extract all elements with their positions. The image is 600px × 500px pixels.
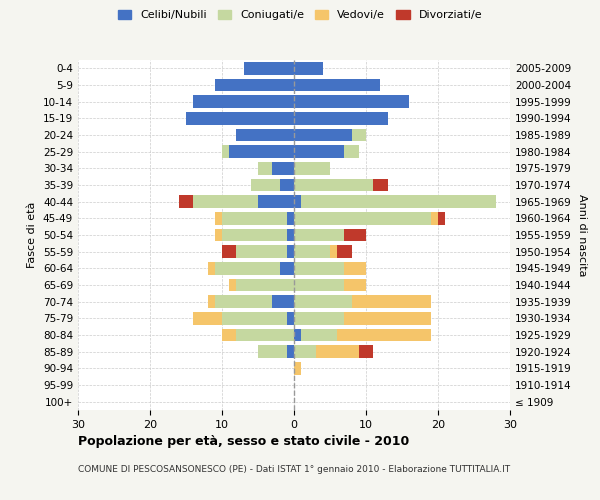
Bar bbox=[294, 312, 344, 324]
Bar bbox=[431, 212, 438, 224]
Bar bbox=[272, 162, 294, 174]
Bar bbox=[294, 262, 344, 274]
Bar bbox=[294, 179, 373, 192]
Bar bbox=[222, 312, 287, 324]
Bar bbox=[222, 146, 229, 158]
Bar bbox=[294, 112, 388, 124]
Bar bbox=[337, 246, 352, 258]
Bar bbox=[229, 279, 236, 291]
Bar bbox=[330, 246, 337, 258]
Bar bbox=[208, 296, 215, 308]
Bar bbox=[294, 279, 344, 291]
Bar bbox=[236, 279, 294, 291]
Bar bbox=[301, 196, 496, 208]
Y-axis label: Fasce di età: Fasce di età bbox=[28, 202, 37, 268]
Bar bbox=[229, 146, 294, 158]
Bar bbox=[287, 229, 294, 241]
Bar bbox=[258, 162, 272, 174]
Bar bbox=[294, 296, 352, 308]
Bar bbox=[294, 229, 344, 241]
Bar bbox=[208, 262, 215, 274]
Legend: Celibi/Nubili, Coniugati/e, Vedovi/e, Divorziati/e: Celibi/Nubili, Coniugati/e, Vedovi/e, Di… bbox=[113, 6, 487, 25]
Bar bbox=[179, 196, 193, 208]
Bar bbox=[287, 346, 294, 358]
Bar bbox=[222, 246, 236, 258]
Bar bbox=[294, 212, 431, 224]
Bar bbox=[215, 229, 222, 241]
Bar bbox=[294, 62, 323, 74]
Bar bbox=[294, 196, 301, 208]
Bar bbox=[215, 212, 222, 224]
Bar bbox=[280, 179, 294, 192]
Bar bbox=[215, 79, 294, 92]
Bar bbox=[344, 312, 431, 324]
Bar bbox=[258, 346, 287, 358]
Bar bbox=[244, 62, 294, 74]
Bar bbox=[316, 346, 359, 358]
Bar bbox=[222, 229, 287, 241]
Bar bbox=[222, 212, 287, 224]
Bar bbox=[287, 212, 294, 224]
Bar bbox=[344, 262, 366, 274]
Bar bbox=[294, 129, 352, 141]
Bar bbox=[294, 329, 301, 341]
Text: Popolazione per età, sesso e stato civile - 2010: Popolazione per età, sesso e stato civil… bbox=[78, 435, 409, 448]
Bar bbox=[294, 362, 301, 374]
Bar bbox=[280, 262, 294, 274]
Bar bbox=[287, 246, 294, 258]
Bar bbox=[222, 329, 236, 341]
Bar bbox=[193, 96, 294, 108]
Bar bbox=[272, 296, 294, 308]
Bar bbox=[337, 329, 431, 341]
Bar bbox=[301, 329, 337, 341]
Bar bbox=[215, 262, 280, 274]
Bar bbox=[294, 79, 380, 92]
Bar bbox=[236, 329, 294, 341]
Bar bbox=[359, 346, 373, 358]
Bar bbox=[294, 162, 330, 174]
Y-axis label: Anni di nascita: Anni di nascita bbox=[577, 194, 587, 276]
Bar bbox=[215, 296, 272, 308]
Bar bbox=[294, 346, 316, 358]
Bar bbox=[344, 229, 366, 241]
Bar bbox=[352, 296, 431, 308]
Bar bbox=[258, 196, 294, 208]
Bar bbox=[193, 196, 258, 208]
Bar bbox=[251, 179, 280, 192]
Bar bbox=[294, 96, 409, 108]
Bar bbox=[344, 279, 366, 291]
Bar bbox=[438, 212, 445, 224]
Bar bbox=[193, 312, 222, 324]
Bar bbox=[373, 179, 388, 192]
Bar bbox=[186, 112, 294, 124]
Bar bbox=[287, 312, 294, 324]
Bar bbox=[344, 146, 359, 158]
Bar bbox=[352, 129, 366, 141]
Bar bbox=[236, 129, 294, 141]
Bar bbox=[294, 146, 344, 158]
Bar bbox=[294, 246, 330, 258]
Text: COMUNE DI PESCOSANSONESCO (PE) - Dati ISTAT 1° gennaio 2010 - Elaborazione TUTTI: COMUNE DI PESCOSANSONESCO (PE) - Dati IS… bbox=[78, 465, 510, 474]
Bar bbox=[236, 246, 287, 258]
